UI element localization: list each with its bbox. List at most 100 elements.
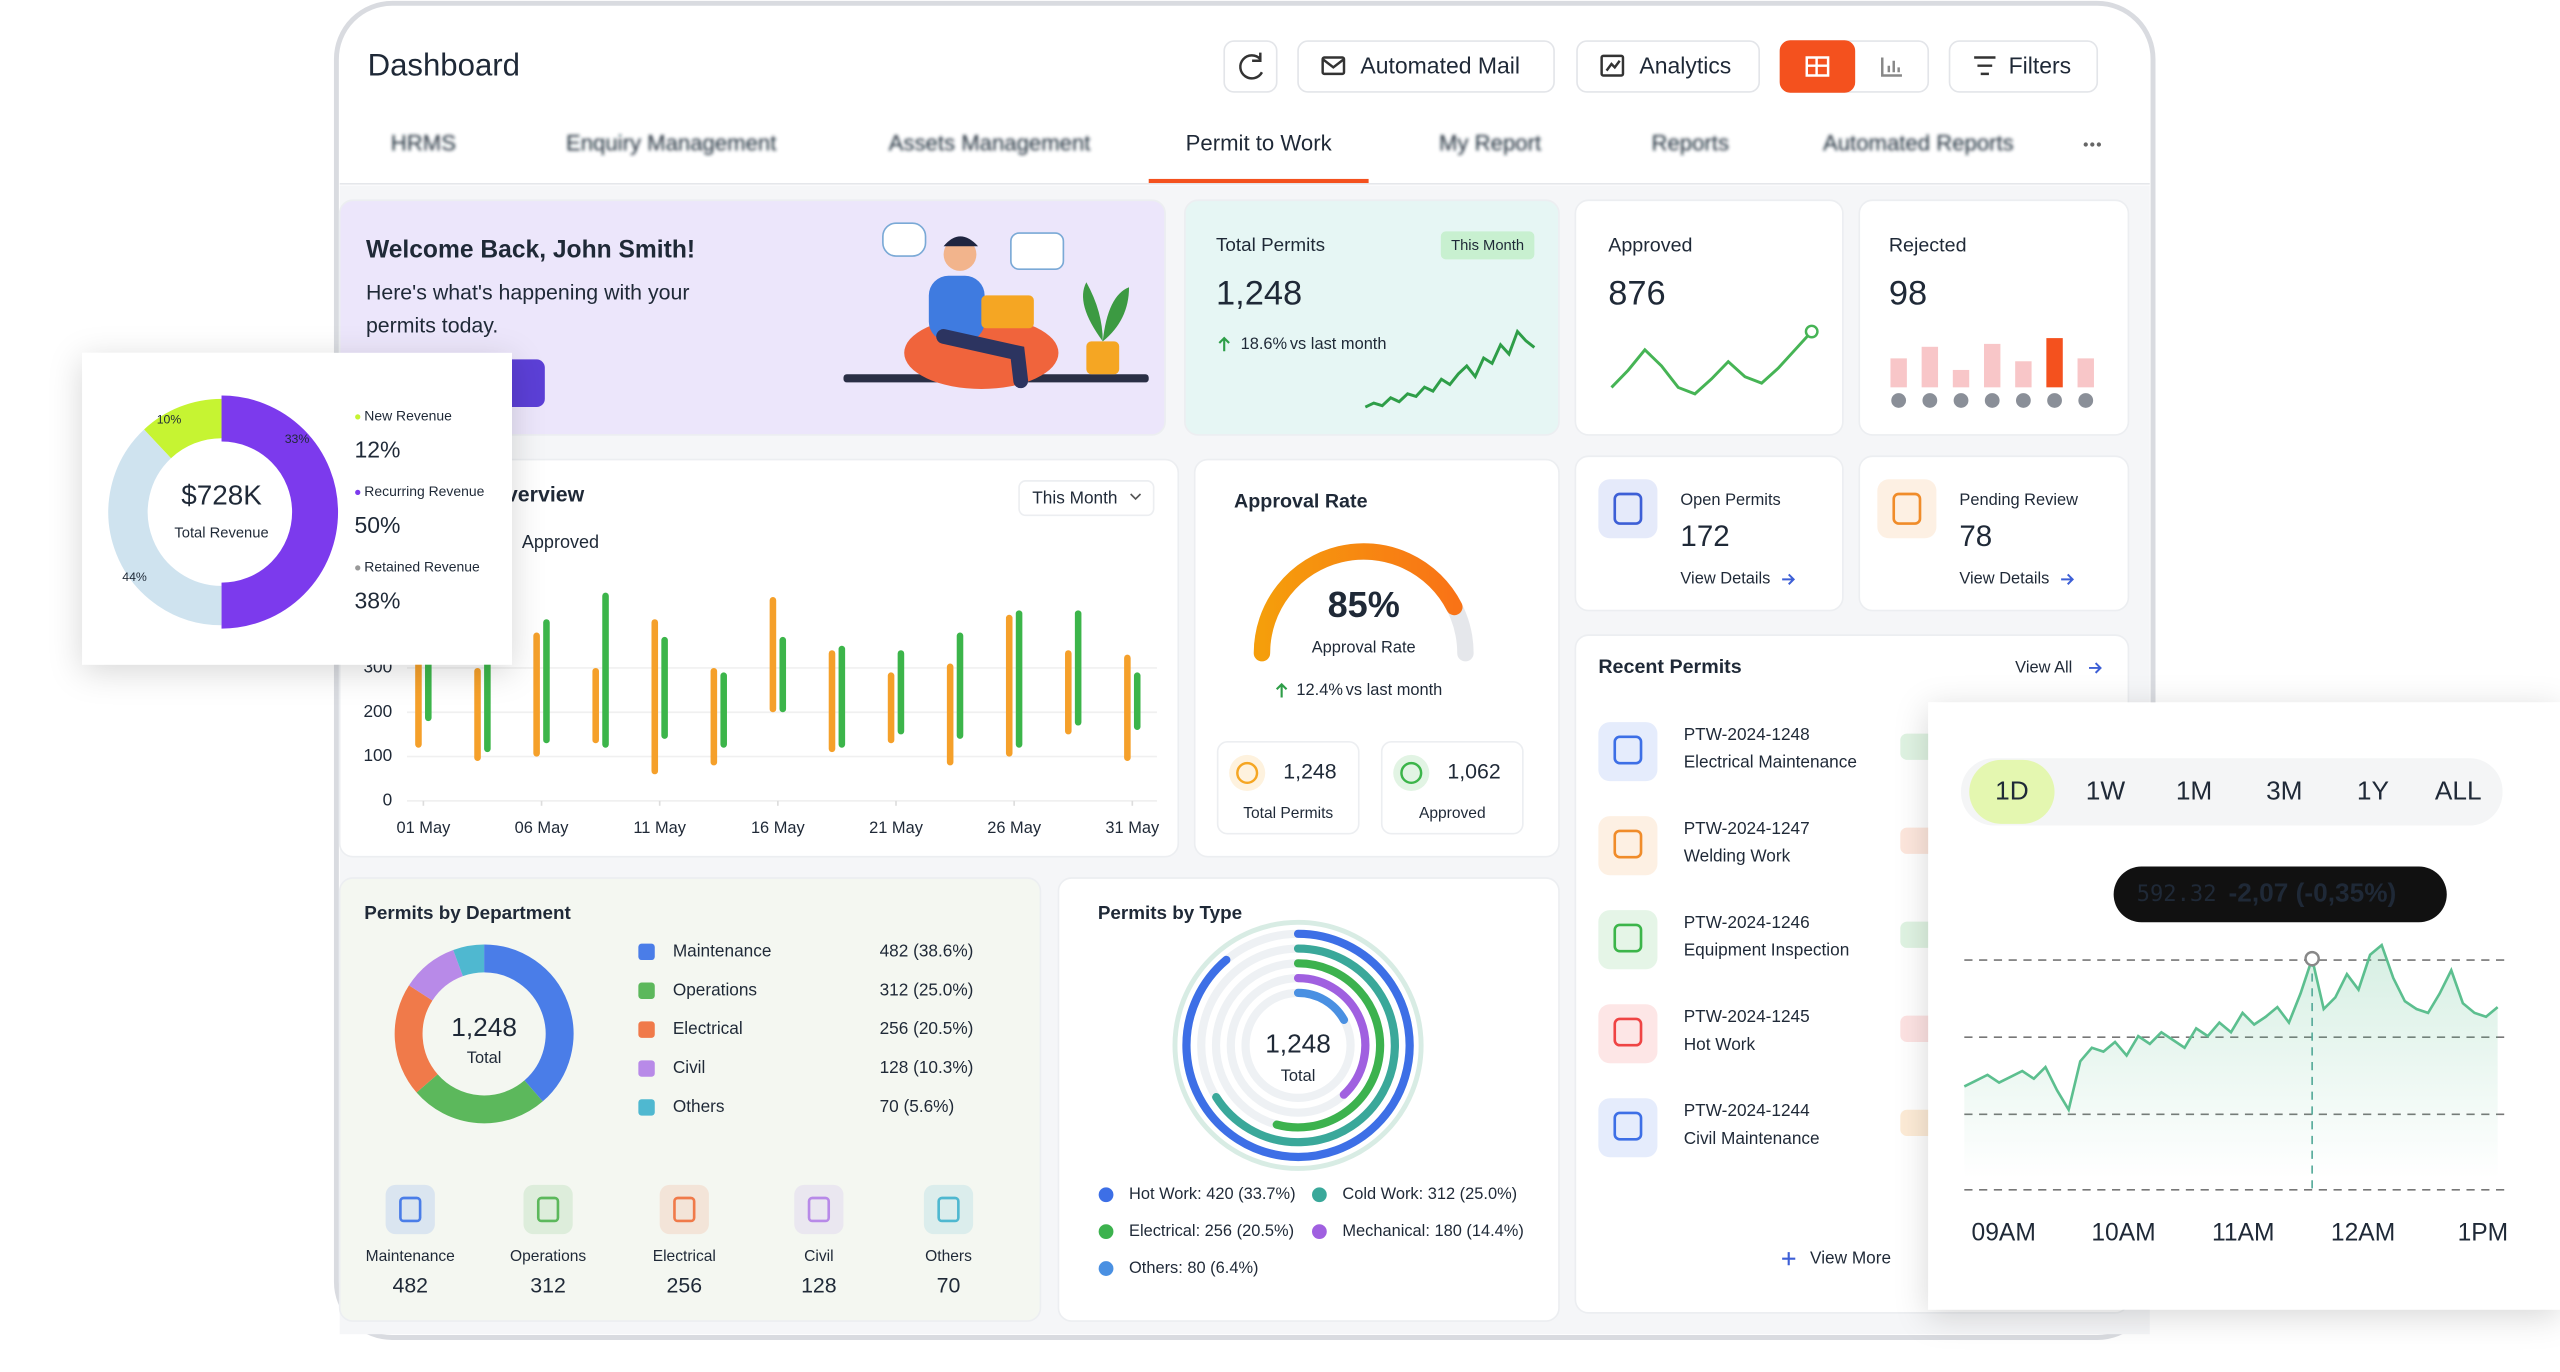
approved-card <box>1574 199 1844 436</box>
label: Hot Work: 420 (33.7%) <box>1129 1185 1296 1203</box>
label: Operations <box>510 1248 586 1265</box>
label: 78 <box>1959 520 1992 553</box>
label: Open Permits <box>1680 491 1780 509</box>
tab[interactable]: Reports <box>1651 130 1729 155</box>
label: 09AM <box>1972 1220 2036 1247</box>
legend-swatch <box>638 1021 655 1038</box>
label: Electrical Maintenance <box>1684 752 1857 772</box>
tab[interactable]: Automated Reports <box>1823 130 2014 155</box>
label: Maintenance <box>366 1248 455 1265</box>
label: 1,062 <box>1447 760 1500 784</box>
cursor-point <box>2304 950 2320 967</box>
tab[interactable]: Enquiry Management <box>566 130 776 155</box>
label: $728K <box>181 480 262 511</box>
range-bar <box>661 636 668 739</box>
tab[interactable]: HRMS <box>391 130 456 155</box>
label: PTW-2024-1245 <box>1684 1006 1810 1026</box>
ring <box>1293 988 1349 1024</box>
ring <box>1293 974 1370 1099</box>
filters-button[interactable] <box>1948 40 2099 93</box>
bubble <box>882 222 927 257</box>
mail-icon <box>1321 56 1346 76</box>
ring <box>1212 944 1399 1147</box>
refresh-button[interactable] <box>1223 40 1278 93</box>
label: Mechanical: 180 (14.4%) <box>1342 1222 1523 1240</box>
label: Electrical <box>673 1018 743 1038</box>
link[interactable]: View Details <box>1680 570 1770 588</box>
tab[interactable]: Permit to Work <box>1186 130 1333 155</box>
label: Total Permits <box>1216 234 1325 255</box>
gauge-value <box>1253 543 1463 662</box>
mail-button[interactable] <box>1297 40 1555 93</box>
tile-icon <box>937 1196 960 1223</box>
stat-icon <box>1393 754 1430 792</box>
permit-icon-bg <box>1598 910 1658 970</box>
tab[interactable]: Assets Management <box>889 130 1091 155</box>
bar-dot <box>1953 393 1969 408</box>
label: vs last month <box>1290 335 1387 353</box>
range-option[interactable]: 1M <box>2176 776 2212 806</box>
bar <box>2015 361 2032 388</box>
label: 128 (10.3%) <box>880 1057 974 1077</box>
bar-dot <box>1922 393 1938 408</box>
donut-segment <box>108 429 223 626</box>
label: 1,248 <box>1216 275 1302 313</box>
stat-icon-ring <box>1236 761 1259 785</box>
label: Automated Mail <box>1360 52 1520 78</box>
label: Filters <box>2009 52 2072 78</box>
range-option[interactable]: 1W <box>2086 776 2126 806</box>
analytics-button[interactable] <box>1576 40 1760 93</box>
tab[interactable]: My Report <box>1439 130 1541 155</box>
link[interactable]: View Details <box>1959 570 2049 588</box>
range-bar <box>946 663 954 766</box>
link[interactable]: View More <box>1810 1247 1891 1267</box>
person-body <box>928 275 985 342</box>
range-bar <box>543 619 550 744</box>
legend-swatch <box>638 943 655 961</box>
label: Electrical: 256 (20.5%) <box>1129 1222 1294 1240</box>
legend-dot <box>1098 1187 1114 1203</box>
range-option[interactable]: 1D <box>1995 776 2029 806</box>
plus-icon <box>1782 1252 1796 1266</box>
label: 1PM <box>2458 1220 2509 1247</box>
range-bar <box>710 667 718 766</box>
range-bar <box>1015 610 1023 748</box>
permit-icon <box>1613 1111 1643 1141</box>
label: Recent Permits <box>1598 656 1741 678</box>
range-bar <box>592 667 599 744</box>
legend-dot <box>355 414 361 420</box>
chart-icon <box>1881 57 1902 77</box>
filter-icon <box>1974 56 1996 76</box>
label: permits today. <box>366 313 498 337</box>
range-option[interactable]: ALL <box>2435 776 2482 806</box>
label: PTW-2024-1246 <box>1684 912 1810 932</box>
range-option[interactable]: 1Y <box>2357 776 2389 806</box>
label: 10% <box>157 412 182 426</box>
link[interactable]: View All <box>2015 658 2072 676</box>
label: 876 <box>1608 275 1665 313</box>
range-bar <box>1074 610 1082 726</box>
label: 44% <box>122 570 147 584</box>
period-dropdown[interactable] <box>1018 480 1155 517</box>
permit-icon-bg <box>1598 816 1658 876</box>
label: Approved <box>1608 234 1692 256</box>
label: 11AM <box>2212 1220 2274 1247</box>
stat-icon <box>1229 754 1266 792</box>
bar <box>1984 343 2001 388</box>
label: 100 <box>363 745 392 765</box>
right-arrow <box>1782 573 1796 585</box>
label: Approved <box>522 532 599 552</box>
revenue-popup <box>82 352 513 665</box>
label: 21 May <box>869 819 924 837</box>
pot <box>1086 341 1120 375</box>
dot <box>2090 142 2095 147</box>
label: 01 May <box>396 819 451 837</box>
donut-segment <box>453 944 485 977</box>
more-tabs[interactable] <box>2083 142 2102 147</box>
donut-segment <box>394 985 438 1093</box>
range-bar <box>956 632 964 739</box>
range-bar <box>1133 672 1141 730</box>
trend-end <box>1804 324 1819 339</box>
range-option[interactable]: 3M <box>2266 776 2302 806</box>
dropdown-caret <box>1130 493 1142 501</box>
